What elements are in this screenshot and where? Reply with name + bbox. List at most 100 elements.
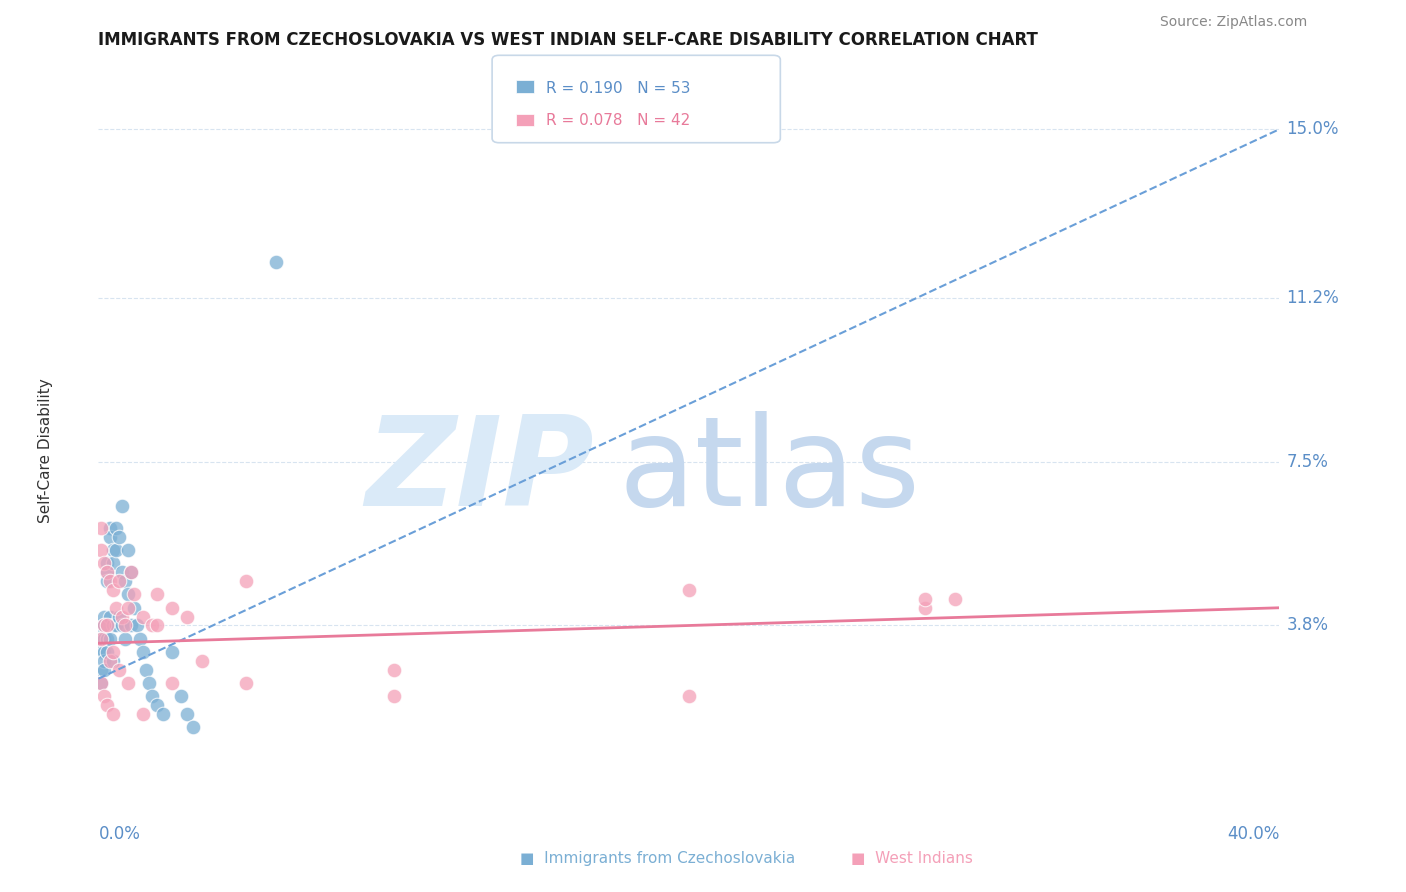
Text: 7.5%: 7.5% (1286, 452, 1329, 471)
Point (96, 698, 118, 713)
Point (93, 618, 115, 632)
Point (90, 618, 112, 632)
Point (98, 654, 121, 668)
Point (678, 582, 700, 597)
Text: 3.8%: 3.8% (1286, 616, 1329, 634)
Point (103, 557, 125, 571)
Point (135, 663, 157, 677)
Point (96, 632, 118, 646)
Point (914, 591, 936, 606)
Point (90, 521, 112, 535)
Point (90, 676, 112, 690)
Point (93, 618, 115, 632)
Point (98, 521, 121, 535)
Point (146, 587, 169, 601)
Point (90, 676, 112, 690)
Point (108, 530, 131, 544)
Point (678, 690, 700, 704)
Text: ZIP: ZIP (366, 410, 595, 532)
Point (93, 654, 115, 668)
Point (103, 707, 125, 722)
Point (235, 574, 257, 589)
Point (146, 618, 169, 632)
Point (152, 707, 174, 722)
Text: 15.0%: 15.0% (1286, 120, 1339, 138)
Point (943, 591, 966, 606)
Point (108, 663, 131, 677)
Point (103, 645, 125, 659)
Point (141, 618, 163, 632)
Point (90, 645, 112, 659)
Point (114, 574, 136, 589)
Point (170, 690, 193, 704)
Point (96, 618, 118, 632)
Point (105, 543, 128, 558)
Point (90, 632, 112, 646)
Point (120, 618, 142, 632)
Point (98, 632, 121, 646)
Point (176, 707, 198, 722)
Point (103, 654, 125, 668)
Point (162, 645, 183, 659)
Point (105, 618, 128, 632)
Point (120, 566, 142, 580)
Point (122, 587, 145, 601)
Text: R = 0.190   N = 53: R = 0.190 N = 53 (546, 81, 690, 96)
Point (90, 663, 112, 677)
Point (105, 521, 128, 535)
Point (103, 618, 125, 632)
Text: ■  West Indians: ■ West Indians (851, 851, 973, 865)
Point (128, 632, 150, 646)
Point (235, 676, 257, 690)
Point (96, 574, 118, 589)
Point (93, 632, 115, 646)
Point (181, 720, 204, 734)
Point (103, 543, 125, 558)
Point (105, 600, 128, 615)
Text: R = 0.078   N = 42: R = 0.078 N = 42 (546, 113, 690, 128)
Text: ■  Immigrants from Czechoslovakia: ■ Immigrants from Czechoslovakia (520, 851, 796, 865)
Text: atlas: atlas (619, 410, 920, 532)
Point (111, 618, 134, 632)
Text: IMMIGRANTS FROM CZECHOSLOVAKIA VS WEST INDIAN SELF-CARE DISABILITY CORRELATION C: IMMIGRANTS FROM CZECHOSLOVAKIA VS WEST I… (98, 31, 1038, 49)
Point (93, 645, 115, 659)
Point (382, 663, 405, 677)
Text: 40.0%: 40.0% (1227, 825, 1279, 843)
Text: Self-Care Disability: Self-Care Disability (38, 378, 53, 523)
Point (146, 698, 169, 713)
Point (117, 676, 139, 690)
Point (96, 618, 118, 632)
Point (914, 600, 936, 615)
Point (93, 663, 115, 677)
Point (96, 566, 118, 580)
Text: 0.0%: 0.0% (98, 825, 141, 843)
Point (96, 557, 118, 571)
Point (111, 609, 134, 624)
Text: Source: ZipAtlas.com: Source: ZipAtlas.com (1160, 15, 1308, 29)
Point (125, 618, 148, 632)
Point (120, 566, 142, 580)
Point (108, 574, 131, 589)
Point (98, 530, 121, 544)
Point (264, 255, 287, 269)
Point (111, 566, 134, 580)
Text: 11.2%: 11.2% (1286, 289, 1340, 307)
Point (132, 707, 155, 722)
Point (93, 557, 115, 571)
Point (176, 609, 198, 624)
Point (138, 676, 160, 690)
Point (132, 645, 155, 659)
Point (96, 645, 118, 659)
Point (132, 609, 155, 624)
Point (114, 632, 136, 646)
Point (90, 543, 112, 558)
Point (162, 676, 183, 690)
Point (191, 654, 214, 668)
Point (98, 609, 121, 624)
Point (108, 609, 131, 624)
Point (111, 499, 134, 513)
Point (103, 582, 125, 597)
Point (114, 618, 136, 632)
Point (117, 543, 139, 558)
Point (382, 690, 405, 704)
